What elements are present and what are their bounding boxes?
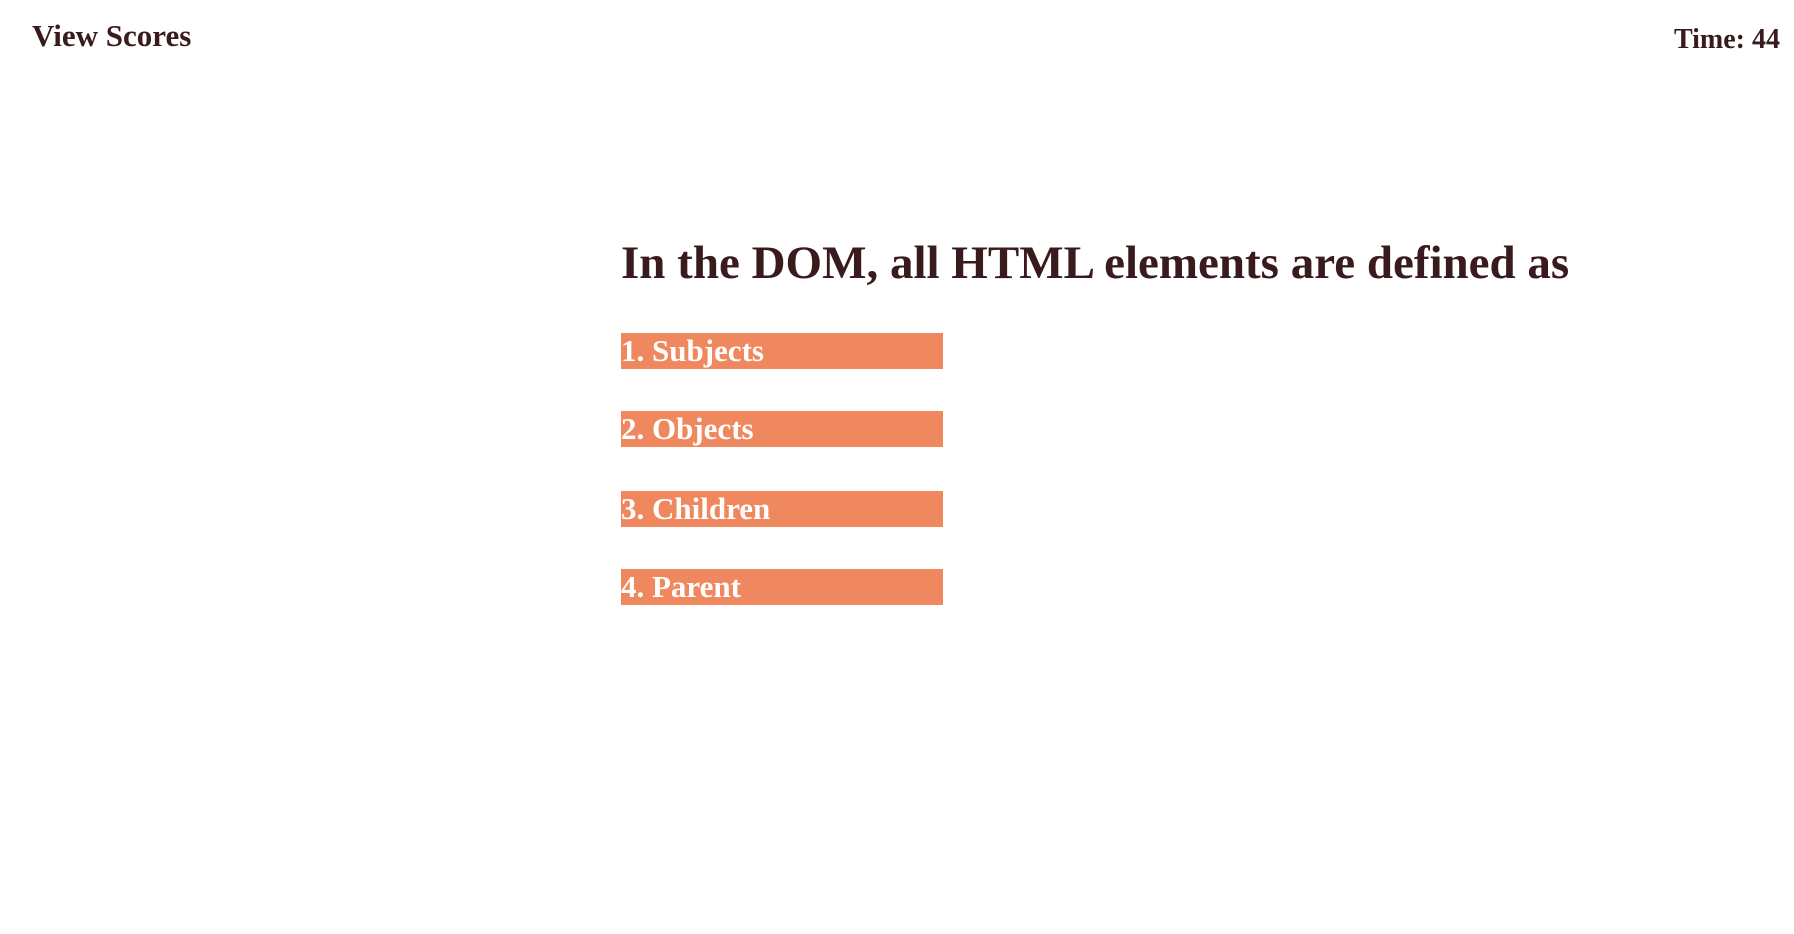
answer-button-1[interactable]: 1. Subjects (621, 333, 943, 369)
answer-button-3[interactable]: 3. Children (621, 491, 943, 527)
answer-text: Parent (652, 569, 741, 604)
timer-value: 44 (1752, 24, 1780, 55)
answer-number: 3. (621, 491, 645, 526)
answer-number: 2. (621, 411, 645, 446)
quiz-container: In the DOM, all HTML elements are define… (621, 231, 1771, 605)
view-scores-link[interactable]: View Scores (32, 18, 192, 53)
answer-number: 4. (621, 569, 645, 604)
answer-text: Objects (652, 411, 754, 446)
answer-number: 1. (621, 333, 645, 368)
answer-text: Subjects (652, 333, 764, 368)
question-text: In the DOM, all HTML elements are define… (621, 237, 1570, 289)
answer-button-4[interactable]: 4. Parent (621, 569, 943, 605)
timer: Time: 44 (1674, 20, 1780, 60)
timer-label: Time: (1673, 24, 1745, 55)
answer-text: Children (652, 491, 771, 526)
answer-button-2[interactable]: 2. Objects (621, 411, 943, 447)
